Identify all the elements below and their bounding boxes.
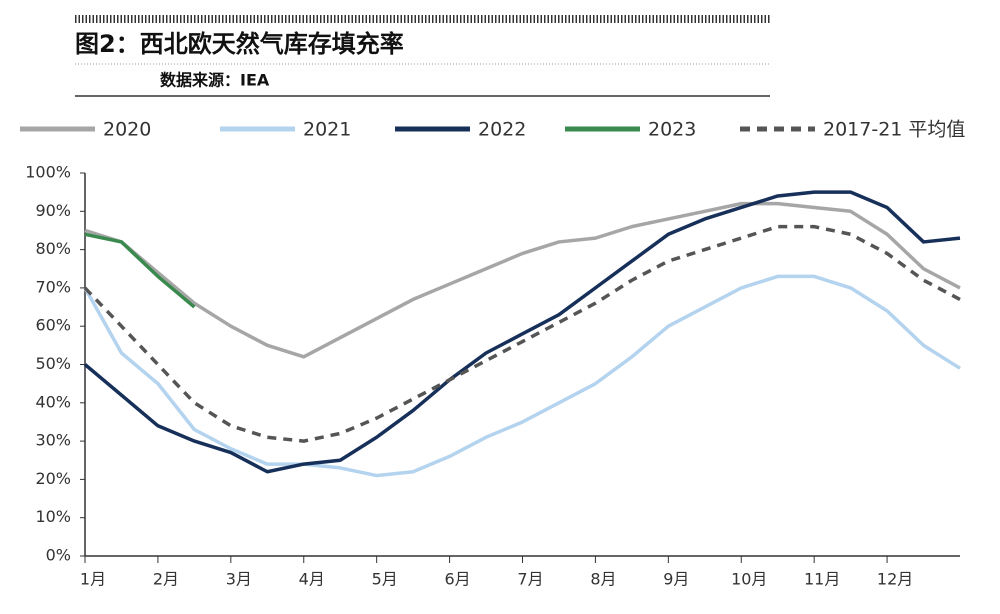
y-tick-label: 30% [35,431,71,450]
x-tick-label: 1月 [80,570,106,589]
x-tick-label: 7月 [517,570,543,589]
legend-label: 2021 [303,119,351,141]
series-line [83,190,961,474]
y-tick-label: 50% [35,354,71,373]
x-tick-label: 11月 [804,570,840,589]
y-tick-label: 60% [35,316,71,335]
legend-label: 2022 [478,119,526,141]
y-tick-label: 90% [35,201,71,220]
legend-label: 2020 [103,119,151,141]
legend-label: 2017-21 平均值 [823,119,965,141]
x-tick-label: 10月 [731,570,767,589]
series-line [83,224,961,443]
chart-title: 图2：西北欧天然气库存填充率 [75,30,404,58]
series-line [83,274,961,478]
y-tick-label: 20% [35,469,71,488]
y-tick-label: 0% [46,546,71,565]
x-tick-label: 9月 [663,570,689,589]
chart-subtitle: 数据来源：IEA [160,71,270,90]
y-tick-label: 40% [35,392,71,411]
x-tick-label: 5月 [372,570,398,589]
y-tick-label: 70% [35,277,71,296]
y-tick-label: 100% [25,163,71,182]
x-tick-label: 3月 [226,570,252,589]
x-tick-label: 12月 [877,570,913,589]
series-line [84,232,196,309]
legend-label: 2023 [648,119,696,141]
x-tick-label: 8月 [590,570,616,589]
x-tick-label: 2月 [153,570,179,589]
y-tick-label: 10% [35,507,71,526]
series-line [84,201,961,359]
y-tick-label: 80% [35,239,71,258]
x-tick-label: 6月 [444,570,470,589]
x-tick-label: 4月 [299,570,325,589]
